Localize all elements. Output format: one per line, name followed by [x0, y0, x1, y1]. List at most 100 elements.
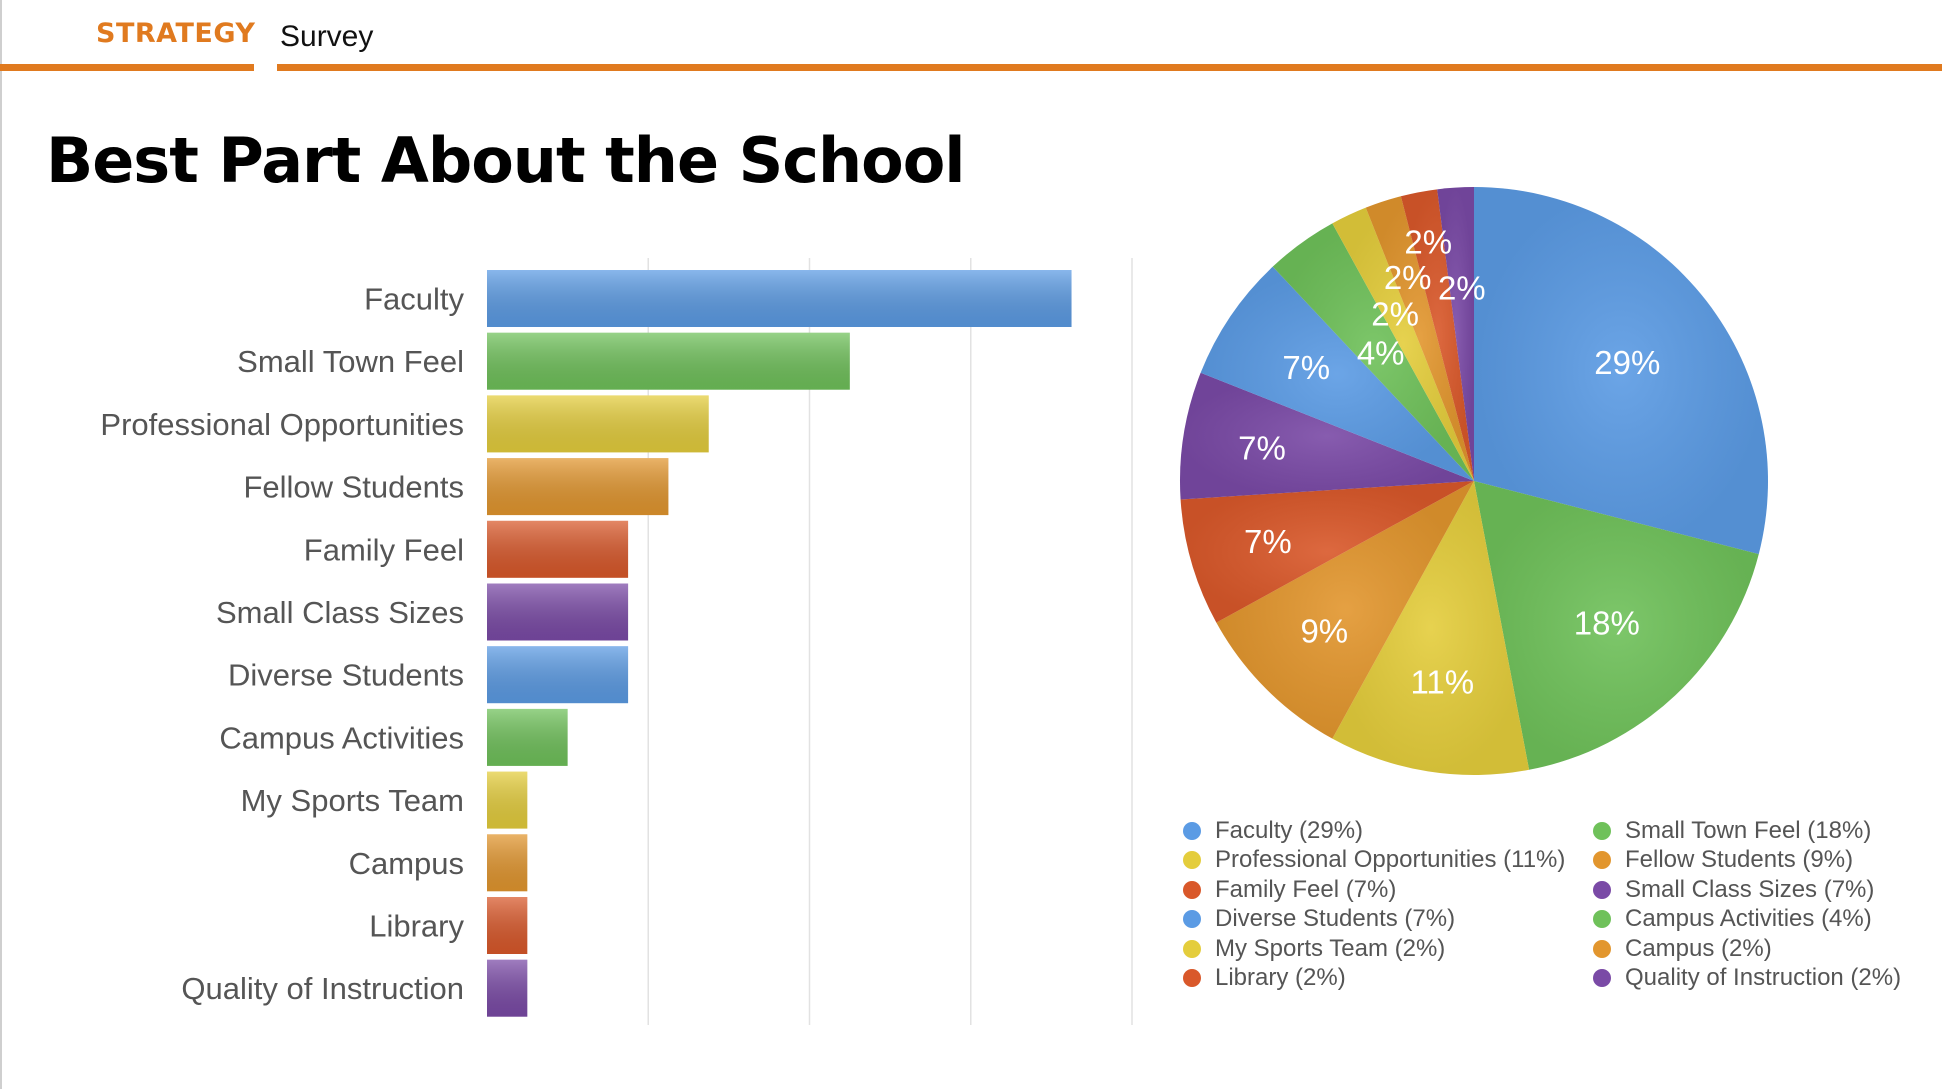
legend-swatch: [1183, 969, 1201, 988]
legend-swatch: [1183, 910, 1201, 929]
pie-label-campus: 2%: [1384, 259, 1432, 296]
bar-shine: [487, 395, 709, 453]
legend-label: Faculty (29%): [1215, 816, 1364, 844]
pie-label-campus-activities: 4%: [1357, 335, 1405, 372]
bar-shine: [487, 458, 669, 516]
legend-label: Campus (2%): [1625, 934, 1772, 962]
pie-slice-fellow-students: [1216, 481, 1474, 739]
legend-item-professional-opportunities: Professional Opportunities (11%): [1183, 846, 1593, 874]
page-title: Best Part About the School: [46, 124, 966, 197]
bar-shine: [487, 332, 850, 390]
bar-diverse-students: [487, 646, 629, 704]
slice-shade: [1332, 481, 1530, 775]
legend-swatch: [1593, 880, 1611, 899]
pie-slice-family-feel: [1180, 481, 1474, 623]
legend-label: Diverse Students (7%): [1215, 905, 1456, 933]
bar-shine: [487, 897, 528, 954]
legend-item-family-feel: Family Feel (7%): [1183, 875, 1593, 903]
bar-label-quality-of-instruction: Quality of Instruction: [181, 971, 464, 1006]
legend-label: Small Class Sizes (7%): [1625, 875, 1875, 903]
legend-item-small-town-feel: Small Town Feel (18%): [1593, 816, 1913, 844]
bar-faculty: [487, 270, 1072, 327]
bar-my-sports-team: [487, 771, 528, 829]
pie-label-small-town-feel: 18%: [1574, 604, 1640, 641]
slice-shade: [1180, 481, 1474, 623]
legend-swatch: [1183, 880, 1201, 899]
bar-label-campus: Campus: [349, 846, 464, 881]
slice-shade: [1200, 266, 1474, 481]
pie-label-professional-opportunities: 11%: [1410, 663, 1474, 700]
pie-label-diverse-students: 7%: [1282, 349, 1330, 386]
pie-slice-professional-opportunities: [1332, 481, 1530, 775]
slice-shade: [1272, 223, 1474, 481]
bar-library: [487, 897, 528, 954]
bar-campus: [487, 834, 528, 892]
pie-label-faculty: 29%: [1594, 344, 1660, 381]
slice-shade: [1332, 207, 1474, 482]
legend-label: Professional Opportunities (11%): [1215, 846, 1566, 874]
legend-swatch: [1593, 821, 1611, 840]
legend-item-campus: Campus (2%): [1593, 934, 1913, 962]
bar-shine: [487, 708, 568, 766]
pie-label-family-feel: 7%: [1244, 523, 1292, 560]
legend-swatch: [1183, 821, 1201, 840]
pie-slice-faculty: [1474, 187, 1768, 555]
legend-label: Family Feel (7%): [1215, 875, 1397, 903]
slice-shade: [1474, 481, 1759, 770]
bar-small-town-feel: [487, 332, 850, 390]
bar-shine: [487, 834, 528, 892]
legend-item-campus-activities: Campus Activities (4%): [1593, 905, 1913, 933]
pie-label-library: 2%: [1404, 223, 1452, 260]
pie-slice-library: [1400, 189, 1474, 481]
bar-shine: [487, 646, 629, 704]
bar-shine: [487, 520, 629, 578]
bar-label-professional-opportunities: Professional Opportunities: [100, 407, 464, 442]
legend-item-small-class-sizes: Small Class Sizes (7%): [1593, 875, 1913, 903]
legend-label: Small Town Feel (18%): [1625, 816, 1872, 844]
header-rule-left: [0, 64, 254, 71]
bar-shine: [487, 959, 528, 1017]
slice-shade: [1216, 481, 1474, 739]
header-rule-right: [277, 64, 1942, 71]
pie-legend: Faculty (29%) Small Town Feel (18%) Profes…: [1183, 816, 1923, 992]
slide-left-edge: [0, 0, 2, 1089]
bar-label-faculty: Faculty: [364, 282, 464, 317]
pie-slice-diverse-students: [1200, 266, 1474, 481]
legend-label: Fellow Students (9%): [1625, 846, 1854, 874]
legend-swatch: [1593, 939, 1611, 958]
pie-slice-campus: [1365, 196, 1474, 481]
pie-slices: [1180, 187, 1768, 775]
bar-label-library: Library: [369, 909, 464, 944]
slice-shade: [1180, 372, 1474, 500]
slice-shade: [1400, 189, 1474, 481]
legend-swatch: [1593, 910, 1611, 929]
legend-label: Campus Activities (4%): [1625, 905, 1872, 933]
bar-label-small-town-feel: Small Town Feel: [237, 344, 464, 379]
pie-slice-my-sports-team: [1332, 207, 1474, 482]
header-brand: STRATEGY: [96, 18, 256, 49]
legend-item-quality-of-instruction: Quality of Instruction (2%): [1593, 964, 1913, 992]
header-section-title: Survey: [280, 20, 374, 53]
pie-label-quality-of-instruction: 2%: [1438, 269, 1486, 306]
slice-shade: [1474, 187, 1768, 555]
pie-label-small-class-sizes: 7%: [1238, 429, 1286, 466]
bar-label-small-class-sizes: Small Class Sizes: [216, 595, 464, 630]
pie-slice-campus-activities: [1272, 223, 1474, 481]
legend-label: Quality of Instruction (2%): [1625, 964, 1902, 992]
legend-item-diverse-students: Diverse Students (7%): [1183, 905, 1593, 933]
bar-quality-of-instruction: [487, 959, 528, 1017]
bar-shine: [487, 583, 629, 641]
legend-item-fellow-students: Fellow Students (9%): [1593, 846, 1913, 874]
bar-shine: [487, 270, 1072, 327]
pie-slice-quality-of-instruction: [1437, 187, 1474, 481]
bar-label-fellow-students: Fellow Students: [243, 470, 464, 505]
legend-label: Library (2%): [1215, 964, 1346, 992]
legend-swatch: [1593, 969, 1611, 988]
pie-slice-labels: 29%18%11%9%7%7%7% 4%2%2%2%2%: [1238, 223, 1660, 700]
bar-label-diverse-students: Diverse Students: [228, 658, 464, 693]
bar-shine: [487, 771, 528, 829]
bar-professional-opportunities: [487, 395, 709, 453]
legend-swatch: [1183, 939, 1201, 958]
